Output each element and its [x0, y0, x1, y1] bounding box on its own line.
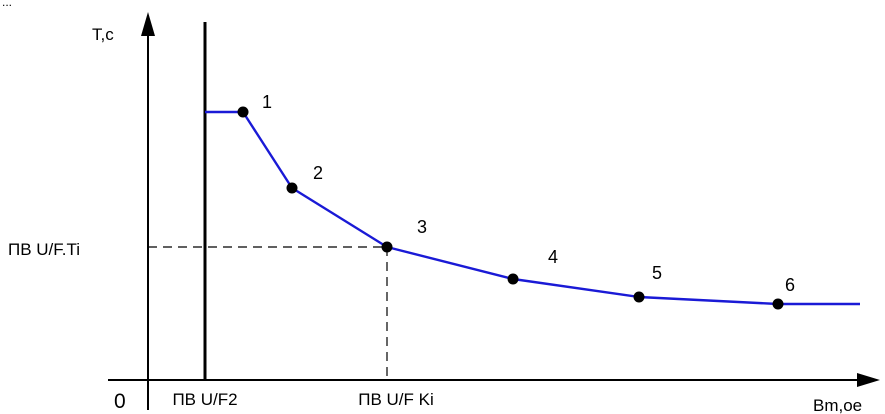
x-marker-label-ki: ПВ U/F Ki	[358, 390, 434, 409]
point-label-2: 2	[313, 163, 323, 183]
point-label-5: 5	[652, 263, 662, 283]
x-marker-label-uf2: ПВ U/F2	[172, 390, 237, 409]
point-label-3: 3	[417, 217, 427, 237]
point-label-6: 6	[785, 275, 795, 295]
point-label-4: 4	[548, 247, 558, 267]
curve-point-4	[507, 273, 519, 285]
x-axis-arrow	[857, 373, 880, 387]
characteristic-curve	[205, 110, 860, 306]
point-label-1: 1	[262, 92, 272, 112]
curve-point-6	[772, 298, 784, 310]
curve-point-2	[286, 182, 298, 194]
curve-point-3	[381, 241, 393, 253]
top-fragment-text: ...	[2, 0, 12, 9]
x-axis-label: Bm,oe	[813, 396, 862, 414]
y-axis-arrow	[141, 12, 155, 36]
y-marker-label-ti: ПВ U/F.Ti	[8, 240, 80, 259]
curve-point-1	[237, 106, 249, 118]
origin-label: 0	[114, 390, 126, 413]
y-axis-label: T,c	[92, 25, 114, 44]
curve-point-5	[633, 291, 645, 303]
